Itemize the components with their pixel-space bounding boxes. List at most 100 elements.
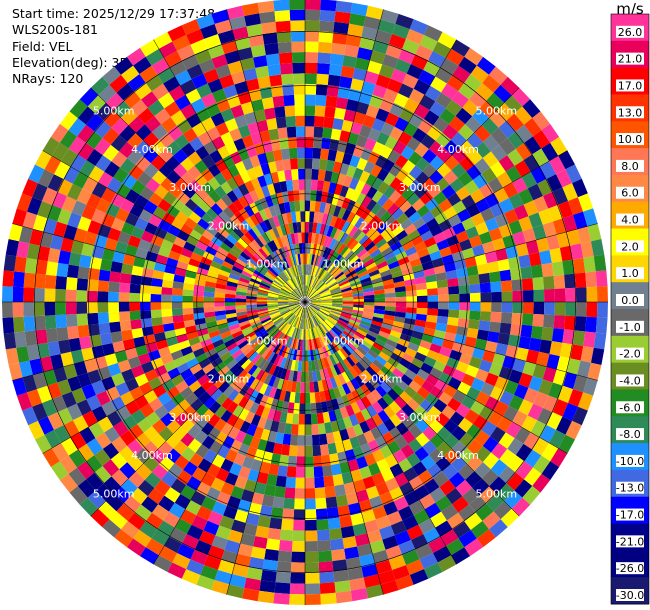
velocity-gate	[337, 243, 346, 255]
velocity-gate	[231, 330, 243, 339]
velocity-gate	[220, 409, 233, 423]
velocity-gate	[462, 344, 475, 357]
velocity-gate	[393, 316, 406, 324]
colorbar-tick-label: 6.0	[621, 187, 639, 200]
velocity-gate	[60, 148, 78, 167]
velocity-gate	[105, 92, 124, 111]
velocity-gate	[375, 206, 388, 219]
velocity-gate	[312, 243, 318, 255]
velocity-gate	[297, 232, 302, 244]
velocity-gate	[162, 212, 176, 225]
velocity-gate	[289, 593, 305, 605]
velocity-gate	[339, 315, 351, 322]
velocity-gate	[423, 478, 440, 494]
velocity-gate	[235, 302, 247, 306]
velocity-gate	[148, 376, 163, 390]
velocity-gate	[511, 312, 523, 325]
velocity-gate	[305, 126, 315, 138]
velocity-gate	[285, 476, 296, 489]
velocity-gate	[572, 406, 588, 426]
velocity-gate	[217, 322, 229, 331]
velocity-gate	[144, 115, 162, 133]
velocity-gate	[482, 511, 501, 530]
velocity-gate	[479, 311, 492, 322]
velocity-gate	[484, 396, 500, 412]
velocity-gate	[137, 417, 152, 433]
velocity-gate	[356, 345, 368, 356]
velocity-gate	[321, 296, 332, 300]
velocity-gate	[479, 486, 497, 504]
velocity-gate	[299, 253, 304, 265]
velocity-gate	[340, 65, 355, 79]
velocity-gate	[201, 181, 215, 196]
velocity-gate	[295, 349, 300, 361]
range-ring-label: 2.00km	[208, 219, 250, 232]
velocity-gate	[350, 122, 363, 135]
velocity-gate	[449, 178, 465, 193]
velocity-gate	[154, 184, 169, 199]
velocity-gate	[274, 106, 286, 118]
velocity-gate	[272, 496, 285, 509]
velocity-gate	[295, 265, 300, 276]
velocity-gate	[320, 307, 331, 314]
velocity-gate	[355, 231, 366, 243]
velocity-gate	[256, 303, 268, 308]
velocity-gate	[242, 157, 254, 171]
velocity-gate	[141, 91, 159, 108]
velocity-gate	[395, 363, 408, 375]
velocity-gate	[306, 264, 309, 275]
velocity-gate	[176, 119, 192, 135]
velocity-gate	[259, 371, 269, 383]
velocity-gate	[321, 302, 333, 304]
colorbar-tick-bg	[616, 25, 644, 38]
velocity-gate	[242, 134, 254, 148]
velocity-gate	[364, 380, 376, 393]
velocity-gate	[423, 527, 441, 544]
velocity-gate	[327, 517, 341, 530]
velocity-gate	[245, 512, 260, 526]
velocity-gate	[284, 369, 291, 381]
velocity-gate	[507, 148, 524, 166]
velocity-gate	[318, 286, 328, 293]
velocity-gate	[293, 289, 302, 298]
velocity-gate	[195, 145, 210, 160]
velocity-gate	[160, 412, 175, 427]
velocity-gate	[260, 317, 272, 324]
velocity-gate	[394, 311, 406, 318]
velocity-gate	[68, 337, 82, 352]
range-ring-label: 1.00km	[246, 334, 288, 347]
velocity-gate	[176, 230, 190, 242]
velocity-gate	[288, 299, 300, 302]
velocity-gate	[77, 216, 92, 232]
velocity-gate	[433, 471, 449, 488]
velocity-gate	[290, 572, 305, 584]
velocity-gate	[466, 423, 482, 440]
velocity-gate	[289, 296, 300, 301]
velocity-gate	[428, 50, 446, 68]
velocity-gate	[593, 332, 607, 350]
velocity-gate	[409, 336, 422, 346]
velocity-gate	[169, 60, 187, 77]
velocity-gate	[289, 201, 296, 213]
velocity-gate	[120, 263, 134, 275]
velocity-gate	[183, 241, 196, 253]
azimuth-gridline	[226, 9, 306, 303]
velocity-gate	[305, 382, 310, 393]
velocity-gate	[257, 175, 268, 188]
velocity-gate	[269, 517, 283, 530]
velocity-gate	[34, 315, 46, 331]
velocity-gate	[97, 416, 114, 433]
velocity-gate	[325, 319, 335, 328]
velocity-gate	[102, 459, 120, 477]
velocity-gate	[5, 347, 19, 365]
velocity-gate	[405, 290, 417, 297]
velocity-gate	[233, 452, 246, 467]
velocity-gate	[311, 316, 318, 327]
velocity-gate	[323, 475, 335, 488]
velocity-gate	[131, 265, 144, 277]
velocity-gate	[155, 254, 169, 265]
velocity-gate	[374, 338, 386, 348]
velocity-gate	[279, 180, 288, 193]
velocity-gate	[244, 331, 256, 340]
velocity-gate	[330, 420, 340, 433]
